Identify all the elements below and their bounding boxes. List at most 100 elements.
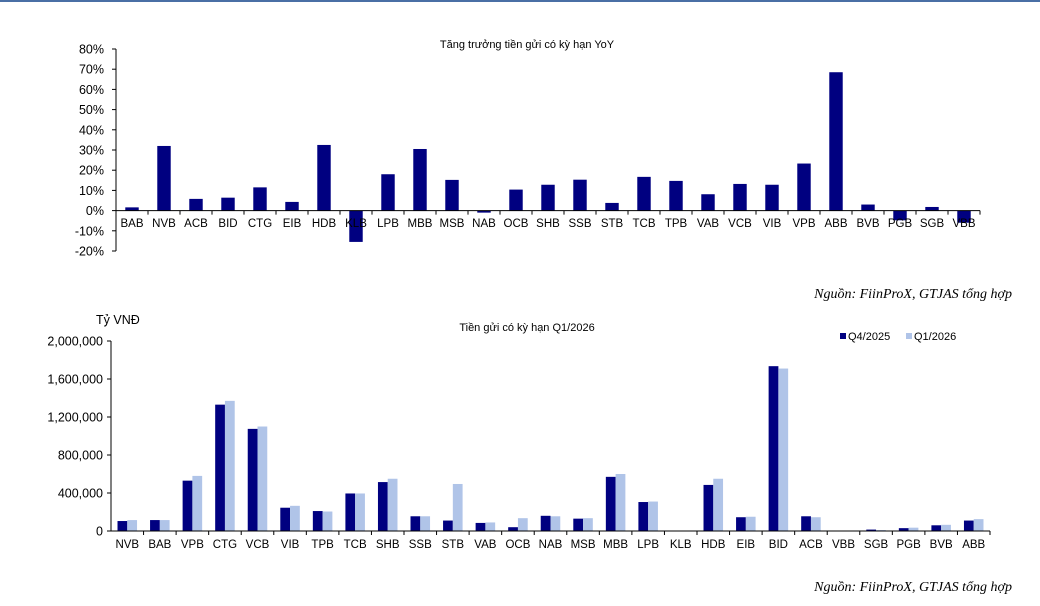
chart1-category-acb: ACB — [184, 218, 208, 230]
chart2-category-lpb: LPB — [637, 539, 659, 551]
chart2-bar-eib-q4-2025 — [736, 517, 746, 531]
chart2-bar-msb-q1-2026 — [583, 518, 593, 531]
chart1-y-tick-label: 30% — [79, 144, 104, 158]
chart1-bar-nvb — [157, 145, 171, 211]
chart2-category-stb: STB — [442, 539, 465, 551]
chart2-bar-vib-q1-2026 — [290, 505, 300, 531]
chart2-bar-ctg-q4-2025 — [215, 404, 225, 531]
chart2-bar-bid-q4-2025 — [768, 366, 779, 531]
chart1-bar-tpb — [669, 180, 683, 211]
chart1-bar-vcb — [733, 183, 747, 211]
chart1-category-nab: NAB — [472, 218, 496, 230]
chart1-y-tick-label: 50% — [79, 103, 104, 117]
chart1-category-ctg: CTG — [248, 218, 272, 230]
legend-label-q1-2026: Q1/2026 — [914, 331, 956, 343]
chart2-legend: Q4/2025 Q1/2026 — [840, 331, 956, 343]
chart1-category-bab: BAB — [120, 218, 143, 230]
chart1-category-ssb: SSB — [568, 218, 591, 230]
chart2-title: Tiền gửi có kỳ hạn Q1/2026 — [459, 322, 594, 334]
chart2-bar-ocb-q4-2025 — [508, 527, 518, 531]
chart1-title: Tăng trưởng tiền gửi có kỳ hạn YoY — [440, 39, 615, 51]
chart1-bar-klb — [349, 210, 363, 242]
chart1-bar-pgb — [893, 210, 907, 221]
chart2-bar-shb-q1-2026 — [387, 478, 398, 531]
chart1-bar-vab — [701, 194, 715, 211]
chart2-category-tpb: TPB — [311, 539, 334, 551]
chart2-category-vpb: VPB — [181, 539, 204, 551]
chart2-bar-tpb-q1-2026 — [322, 511, 333, 531]
chart2-category-ctg: CTG — [213, 539, 237, 551]
chart2-bar-msb-q4-2025 — [573, 518, 584, 531]
chart2-bar-bab-q4-2025 — [150, 520, 160, 531]
chart2-category-vab: VAB — [474, 539, 496, 551]
chart1-category-bvb: BVB — [856, 218, 879, 230]
chart2-bar-nvb-q1-2026 — [127, 520, 138, 531]
chart2-bar-ctg-q1-2026 — [224, 400, 235, 531]
chart2-category-klb: KLB — [670, 539, 692, 551]
chart2-category-hdb: HDB — [701, 539, 726, 551]
chart2-bar-lpb-q4-2025 — [638, 502, 649, 531]
chart2-bar-nvb-q4-2025 — [117, 521, 128, 531]
chart1-bar-sgb — [925, 206, 939, 211]
chart2-bar-hdb-q1-2026 — [713, 478, 724, 531]
chart1-bar-bvb — [861, 204, 875, 211]
chart1-category-vcb: VCB — [728, 218, 752, 230]
chart2-bar-tcb-q1-2026 — [355, 493, 365, 531]
chart2-bar-bvb-q1-2026 — [941, 524, 951, 531]
chart1-category-sgb: SGB — [920, 218, 945, 230]
chart1-bar-lpb — [381, 174, 395, 211]
chart1-y-tick-label: 0% — [86, 204, 104, 218]
chart1-bar-ssb — [573, 179, 587, 211]
chart1-y-tick-label: 40% — [79, 123, 104, 137]
chart2-category-shb: SHB — [376, 539, 400, 551]
chart2-bar-acb-q4-2025 — [801, 516, 811, 531]
chart1-category-ocb: OCB — [504, 218, 529, 230]
chart1-source-note: Nguồn: FiinProX, GTJAS tổng hợp — [814, 287, 1012, 302]
chart2-bar-lpb-q1-2026 — [648, 501, 658, 531]
chart2-y-tick-label: 1,200,000 — [47, 411, 103, 425]
term-deposit-chart: Tỷ VNĐ Tiền gửi có kỳ hạn Q1/2026 Q4/202… — [47, 313, 991, 551]
chart2-category-eib: EIB — [737, 539, 756, 551]
chart2-bar-mbb-q4-2025 — [605, 476, 616, 531]
chart1-bar-stb — [605, 202, 619, 211]
chart2-category-bid: BID — [769, 539, 788, 551]
chart1-category-pgb: PGB — [888, 218, 913, 230]
chart2-category-tcb: TCB — [344, 539, 367, 551]
chart2-bar-vcb-q1-2026 — [257, 426, 268, 531]
yoy-growth-chart: Tăng trưởng tiền gửi có kỳ hạn YoY 80% 70… — [75, 39, 981, 259]
chart2-bar-pgb-q4-2025 — [898, 528, 909, 531]
chart2-bar-bvb-q4-2025 — [931, 525, 942, 531]
chart2-bar-bid-q1-2026 — [778, 368, 789, 531]
chart2-y-tick-label: 400,000 — [58, 487, 103, 501]
chart2-category-ocb: OCB — [505, 539, 530, 551]
chart1-bar-bab — [125, 207, 139, 211]
chart2-bar-vpb-q4-2025 — [182, 480, 193, 531]
chart1-category-klb: KLB — [345, 218, 367, 230]
chart1-category-stb: STB — [601, 218, 624, 230]
chart2-bar-stb-q1-2026 — [452, 483, 463, 531]
chart2-bar-shb-q4-2025 — [377, 482, 388, 531]
chart2-y-tick-label: 2,000,000 — [47, 335, 103, 349]
chart1-category-bid: BID — [218, 218, 237, 230]
chart1-category-shb: SHB — [536, 218, 560, 230]
chart2-category-ssb: SSB — [409, 539, 432, 551]
chart2-bar-abb-q4-2025 — [963, 520, 974, 531]
chart2-bar-eib-q1-2026 — [745, 516, 756, 531]
chart1-bar-msb — [445, 179, 459, 211]
chart2-bar-sgb-q4-2025 — [866, 529, 877, 531]
chart1-bar-vib — [765, 184, 779, 211]
chart2-category-acb: ACB — [799, 539, 823, 551]
chart2-y-tick-label: 800,000 — [58, 449, 103, 463]
chart1-category-vab: VAB — [697, 218, 719, 230]
chart2-bar-stb-q4-2025 — [443, 520, 453, 531]
chart1-category-tcb: TCB — [633, 218, 656, 230]
chart2-category-bvb: BVB — [930, 539, 953, 551]
chart2-category-msb: MSB — [571, 539, 596, 551]
chart2-y-tick-label: 1,600,000 — [47, 373, 103, 387]
chart1-bar-eib — [285, 201, 299, 211]
chart2-bar-ssb-q4-2025 — [410, 516, 421, 531]
chart1-bar-hdb — [317, 144, 331, 211]
chart1-category-eib: EIB — [283, 218, 302, 230]
chart2-bar-vpb-q1-2026 — [192, 475, 203, 531]
